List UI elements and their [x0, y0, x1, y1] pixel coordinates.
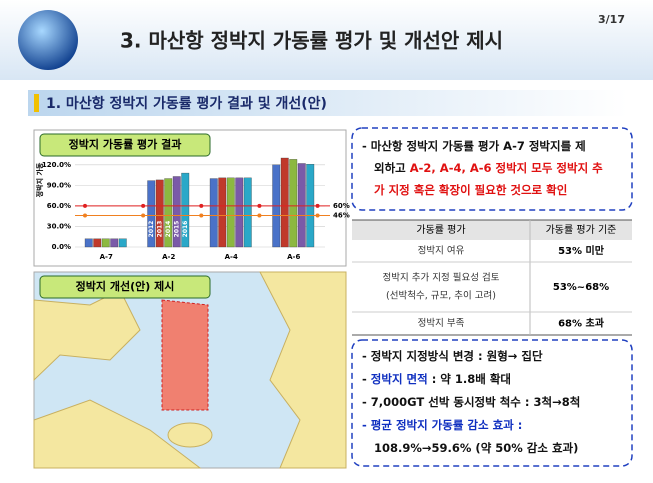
table-cell: 정박지 추가 지정 필요성 검토 — [383, 272, 500, 284]
header-title: 3. 마산항 정박지 가동률 평가 및 개선안 제시 — [120, 29, 503, 53]
bar — [290, 159, 298, 247]
reference-marker — [199, 214, 203, 218]
y-tick-label: 30.0% — [47, 222, 71, 230]
text-line: - 정박지 면적 : 약 1.8배 확대 — [362, 372, 511, 386]
table-cell: 정박지 여유 — [418, 245, 465, 257]
table-header: 가동률 평가 기준 — [546, 224, 617, 236]
text-line: - 7,000GT 선박 동시정박 척수 : 3척→8척 — [362, 395, 580, 409]
reference-marker — [83, 204, 87, 208]
bar — [85, 239, 93, 247]
chart-title: 정박지 가동률 평가 결과 — [69, 137, 182, 151]
text-segment: - 마산항 정박지 가동률 평가 A-7 정박지를 제 — [362, 139, 586, 153]
table-cell: 53%~68% — [553, 282, 609, 293]
table-cell: 53% 미만 — [558, 244, 605, 257]
x-tick-label: A-2 — [162, 253, 175, 261]
table-cell: 68% 초과 — [558, 317, 605, 330]
island — [168, 423, 212, 447]
x-tick-label: A-4 — [225, 253, 238, 261]
text-line: - 정박지 지정방식 변경 : 원형→ 집단 — [362, 349, 543, 363]
anchorage-area — [162, 300, 208, 410]
bar — [244, 178, 252, 247]
bar — [102, 239, 110, 247]
series-label: 2015 — [173, 221, 180, 238]
bar — [119, 239, 127, 247]
text-segment: 가 지정 혹은 확장이 필요한 것으로 확인 — [374, 183, 567, 197]
reference-marker — [141, 214, 145, 218]
section-bullet — [34, 94, 39, 112]
text-line: - 마산항 정박지 가동률 평가 A-7 정박지를 제 — [362, 139, 586, 153]
text-segment: - 평균 정박지 가동률 감소 효과 : — [362, 418, 522, 432]
reference-marker — [257, 204, 261, 208]
y-tick-label: 120.0% — [42, 161, 71, 169]
y-tick-label: 90.0% — [47, 181, 71, 189]
reference-label: 46% — [333, 212, 350, 220]
text-segment: A-2, A-4, A-6 정박지 모두 정박지 추 — [410, 161, 603, 175]
reference-marker — [316, 214, 320, 218]
bar — [219, 178, 227, 247]
map-title: 정박지 개선(안) 제시 — [76, 279, 175, 293]
y-tick-label: 0.0% — [52, 243, 71, 251]
bar — [236, 178, 244, 247]
slide: 3. 마산항 정박지 가동률 평가 및 개선안 제시 3/17 1. 마산항 정… — [0, 0, 653, 479]
bar — [281, 158, 289, 247]
series-label: 2012 — [148, 221, 155, 238]
reference-marker — [257, 214, 261, 218]
map: 정박지 개선(안) 제시 — [34, 272, 346, 468]
table-header: 가동률 평가 — [416, 224, 465, 236]
bar — [111, 239, 119, 247]
reference-marker — [316, 204, 320, 208]
x-tick-label: A-6 — [287, 253, 300, 261]
globe — [18, 10, 78, 70]
text-segment: 정박지 면적 — [371, 372, 428, 386]
text-segment: 108.9%→59.6% (약 50% 감소 효과) — [374, 441, 578, 455]
bar — [210, 179, 218, 247]
series-label: 2014 — [165, 221, 172, 238]
text-line: 가 지정 혹은 확장이 필요한 것으로 확인 — [374, 183, 567, 197]
y-tick-label: 60.0% — [47, 202, 71, 210]
table-cell: (선박척수, 규모, 추이 고려) — [386, 290, 496, 302]
text-segment: : 약 1.8배 확대 — [428, 372, 511, 386]
section-title: 1. 마산항 정박지 가동률 평가 결과 및 개선(안) — [46, 95, 327, 112]
text-segment: - 7,000GT 선박 동시정박 척수 : 3척→8척 — [362, 395, 580, 409]
table-cell: 정박지 부족 — [418, 318, 465, 329]
reference-label: 60% — [333, 202, 350, 210]
text-segment: - 정박지 지정방식 변경 : 원형→ 집단 — [362, 349, 543, 363]
page-number: 3/17 — [598, 13, 625, 26]
reference-marker — [83, 214, 87, 218]
reference-marker — [199, 204, 203, 208]
bar — [94, 239, 102, 247]
bar — [298, 163, 306, 247]
text-segment: 외하고 — [374, 161, 410, 175]
series-label: 2013 — [156, 221, 163, 238]
series-label: 2016 — [182, 221, 189, 238]
bar — [227, 178, 235, 247]
chart: 정박지 가동률 평가 결과 정박지 가동 0.0%30.0%60.0%90.0%… — [34, 130, 350, 266]
text-segment: - — [362, 372, 371, 386]
text-line: - 평균 정박지 가동률 감소 효과 : — [362, 418, 522, 432]
text-line: 108.9%→59.6% (약 50% 감소 효과) — [374, 441, 578, 455]
x-tick-label: A-7 — [100, 253, 113, 261]
reference-marker — [141, 204, 145, 208]
text-line: 외하고 A-2, A-4, A-6 정박지 모두 정박지 추 — [374, 161, 603, 175]
